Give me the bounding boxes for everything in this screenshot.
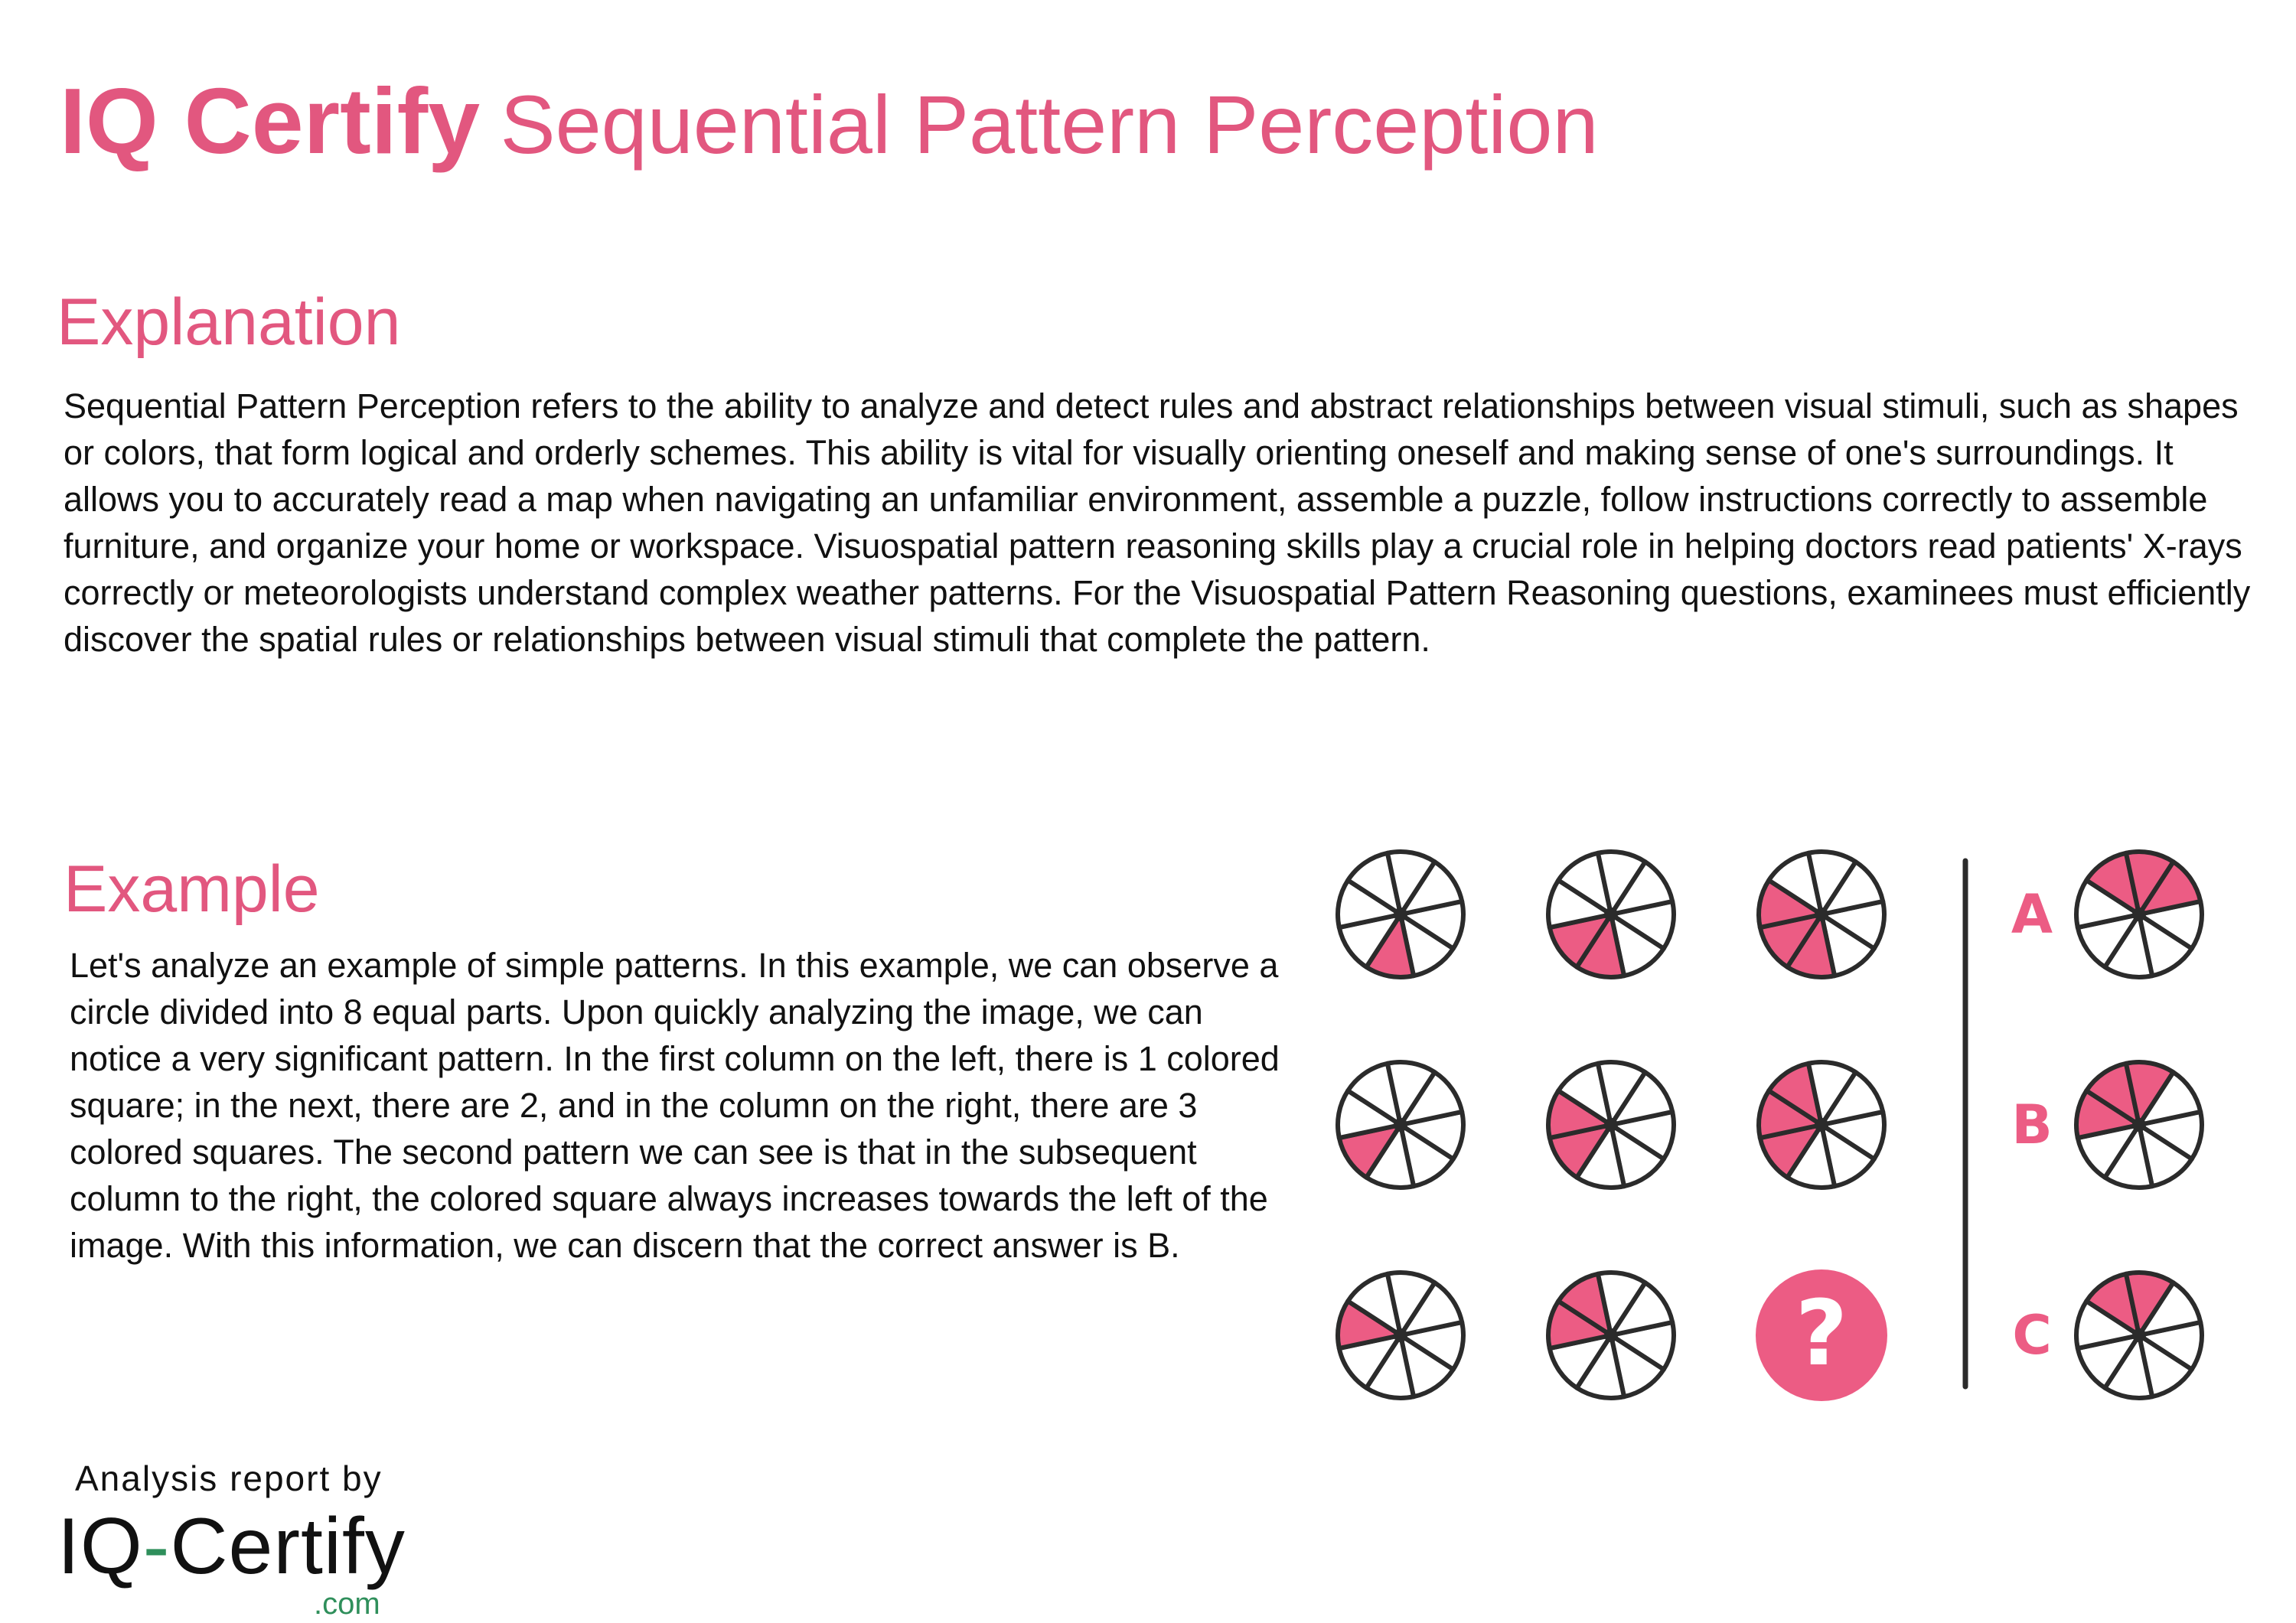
pattern-wheel-r1-c2 [1546,849,1676,979]
empty-segment [1609,859,1675,917]
example-heading: Example [64,852,320,926]
explanation-heading: Explanation [57,285,401,359]
report-title: Sequential Pattern Perception [500,78,1599,171]
empty-segment [1819,1070,1886,1127]
missing-cell-badge [1756,1269,1887,1401]
footer-logo-dash: - [142,1502,171,1591]
explanation-paragraph: Sequential Pattern Perception refers to … [64,386,2251,659]
option-label-a: A [2011,883,2053,946]
empty-segment [1398,859,1465,917]
empty-segment [1609,1280,1675,1338]
empty-segment [1819,859,1886,917]
option-wheel-c [2074,1270,2204,1400]
pattern-wheel-r2-c1 [1336,1060,1466,1190]
wheel-hub [1815,1118,1828,1132]
wheel-hub [2132,908,2146,921]
wheel-hub [1394,908,1407,921]
pattern-puzzle-figure: ? A B C [1336,849,2204,1401]
wheel-hub [1394,1118,1407,1132]
footer-caption: Analysis report by [75,1458,383,1498]
pattern-wheel-r1-c3 [1756,849,1887,979]
empty-segment [1398,1070,1465,1127]
brand-name: IQ Certify [60,69,481,173]
pattern-wheel-r2-c3 [1756,1060,1887,1190]
page-title: IQ Certify Sequential Pattern Perception [60,67,1599,174]
footer-logo-iq: IQ [57,1502,143,1591]
empty-segment [2137,1280,2203,1338]
wheel-hub [2132,1118,2146,1132]
option-wheel-a [2074,849,2204,979]
pattern-wheel-r3-c1 [1336,1270,1466,1400]
footer-logo-domain: .com [314,1587,380,1621]
option-wheel-b [2074,1060,2204,1190]
empty-segment [2137,1070,2203,1127]
pattern-wheel-r1-c1 [1336,849,1466,979]
empty-segment [1609,1070,1675,1127]
wheel-hub [1604,1328,1618,1342]
wheel-hub [1604,908,1618,921]
empty-segment [1398,1280,1465,1338]
option-label-b: B [2011,1093,2052,1156]
example-paragraph: Let's analyze an example of simple patte… [70,946,1280,1265]
pattern-wheel-r3-c2 [1546,1270,1676,1400]
footer-logo: IQ-Certify [57,1501,406,1592]
wheel-hub [1815,908,1828,921]
wheel-hub [1394,1328,1407,1342]
question-mark-icon: ? [1795,1280,1848,1386]
wheel-hub [2132,1328,2146,1342]
filled-segment [2137,859,2203,917]
pattern-wheel-r2-c2 [1546,1060,1676,1190]
wheel-hub [1604,1118,1618,1132]
footer-logo-certify: Certify [170,1502,406,1591]
option-label-c: C [2012,1304,2051,1367]
